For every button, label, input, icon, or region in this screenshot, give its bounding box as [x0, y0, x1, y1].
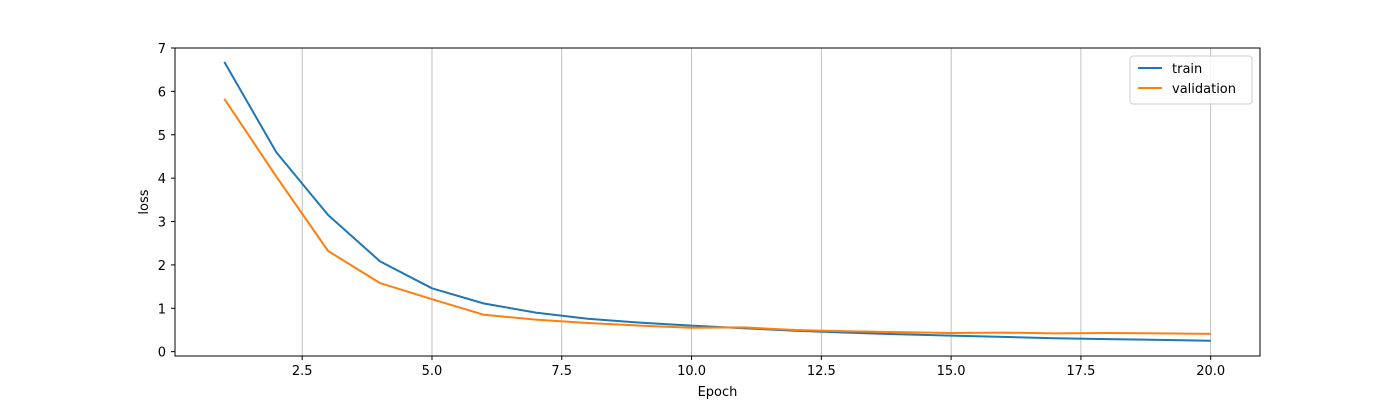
legend-label-train: train: [1172, 62, 1202, 77]
y-axis-label: loss: [137, 189, 152, 214]
x-tick-label: 20.0: [1196, 364, 1225, 379]
x-tick-label: 17.5: [1066, 364, 1095, 379]
y-axis-ticks: 0 1 2 3 4 5 6 7: [158, 42, 175, 361]
y-tick-label: 5: [158, 129, 166, 144]
legend-label-validation: validation: [1172, 82, 1236, 97]
series-line-train: [223, 61, 1211, 342]
series-line-validation: [223, 98, 1211, 335]
x-axis-ticks: 2.5 5.0 7.5 10.0 12.5 15.0 17.5 20.0: [292, 356, 1225, 379]
x-tick-label: 15.0: [937, 364, 966, 379]
y-tick-label: 1: [158, 302, 166, 317]
y-tick-label: 4: [158, 172, 166, 187]
y-tick-label: 0: [158, 346, 166, 361]
x-tick-label: 5.0: [422, 364, 443, 379]
grid-lines: [301, 48, 1212, 356]
plot-frame: [174, 47, 1261, 357]
x-tick-label: 12.5: [807, 364, 836, 379]
y-tick-label: 2: [158, 259, 166, 274]
x-axis-label: Epoch: [698, 385, 738, 400]
y-tick-label: 7: [158, 42, 166, 57]
series-lines: [223, 61, 1211, 342]
y-tick-label: 3: [158, 216, 166, 231]
legend: train validation: [1129, 55, 1253, 105]
x-tick-label: 2.5: [292, 364, 313, 379]
x-tick-label: 7.5: [551, 364, 572, 379]
x-tick-label: 10.0: [677, 364, 706, 379]
y-tick-label: 6: [158, 85, 166, 100]
